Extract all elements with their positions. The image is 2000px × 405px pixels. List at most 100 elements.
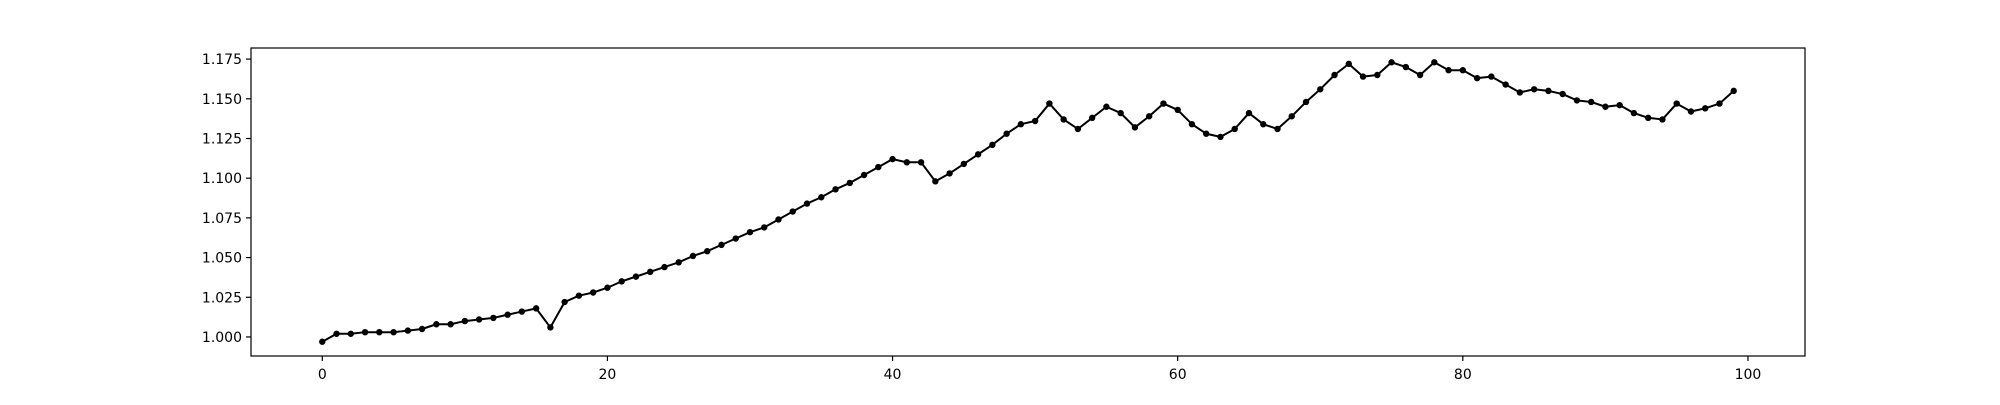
data-point [361,328,369,336]
data-point [1345,60,1352,68]
data-point [661,263,668,271]
data-point [1088,114,1096,122]
data-point [960,160,968,168]
data-point [1260,121,1267,128]
data-point [1331,71,1338,79]
data-point [917,159,925,166]
data-point [1473,74,1481,82]
data-point [1559,90,1566,98]
data-point [376,328,383,336]
data-point [1516,89,1524,96]
data-point [1217,133,1224,141]
data-point [860,171,868,179]
data-point [490,314,497,322]
data-point [1302,98,1310,106]
data-point [1488,73,1495,80]
y-tick-label: 1.050 [202,251,242,267]
data-point [433,321,440,328]
data-point [689,252,697,260]
data-point [846,179,853,187]
data-point [1587,98,1595,106]
data-point [1616,101,1623,109]
plot-frame [250,47,1806,357]
data-point [1003,130,1010,137]
data-point [1530,86,1538,93]
data-point [1374,71,1381,79]
data-point [1117,109,1124,117]
data-point [418,325,426,333]
data-point [1017,121,1025,128]
data-point [789,208,796,215]
data-point [575,292,583,299]
data-point [1659,116,1666,123]
data-point [461,317,469,325]
data-point [1687,108,1695,115]
data-point [1274,125,1281,133]
data-point [319,338,326,345]
y-tick-label: 1.125 [202,131,242,147]
data-point [1545,87,1552,95]
data-point [1288,113,1295,120]
data-point [618,278,625,285]
data-point [1131,124,1139,131]
data-point [333,330,340,337]
data-point [989,141,996,149]
x-tick-label: 80 [1454,367,1472,383]
data-point [589,289,597,296]
data-point [1031,117,1039,125]
data-point [1644,114,1652,122]
data-point [1188,121,1196,128]
data-point [932,178,939,185]
x-tick-label: 20 [599,367,617,383]
data-point [1103,103,1110,110]
data-point [518,308,526,315]
data-point [1060,116,1067,123]
data-point [775,216,782,223]
data-point [1388,59,1395,66]
y-axis: 1.000 1.025 1.050 1.075 1.100 1.125 1.150 1.175 [202,52,251,346]
y-tick-label: 1.100 [202,171,242,187]
data-point [646,268,654,276]
data-point [718,241,725,249]
data-point [1502,81,1509,88]
y-tick-label: 1.075 [202,211,242,227]
data-point [1602,103,1609,110]
data-point [1046,100,1053,107]
data-point [632,273,640,280]
data-point [832,186,839,193]
x-tick-label: 100 [1735,367,1762,383]
y-tick-label: 1.150 [202,92,242,108]
data-point [547,324,554,331]
data-point [1716,100,1723,107]
data-point [1573,97,1581,104]
x-axis: 0 20 40 60 80 100 [318,356,1762,383]
x-tick-label: 60 [1169,367,1187,383]
data-point [1145,113,1153,120]
data-point [875,163,882,171]
data-point [1074,125,1082,133]
data-point [1245,109,1253,117]
data-point [746,228,754,236]
data-point [561,298,568,306]
data-point [1630,109,1638,117]
data-point [1160,100,1167,107]
series-markers [319,59,1737,345]
data-point [889,155,896,163]
data-point [347,330,354,337]
data-point [404,327,412,334]
data-point [447,321,454,328]
data-point [803,200,811,207]
y-tick-label: 1.175 [202,52,242,68]
series-line [321,61,1735,343]
data-point [475,316,483,323]
data-point [946,170,953,177]
data-point [1730,87,1737,95]
data-point [732,235,739,242]
data-point [818,194,825,201]
plot-area [251,48,1805,356]
data-point [903,159,911,166]
data-point [604,284,611,291]
y-tick-label: 1.025 [202,290,242,306]
data-point [1673,100,1680,107]
